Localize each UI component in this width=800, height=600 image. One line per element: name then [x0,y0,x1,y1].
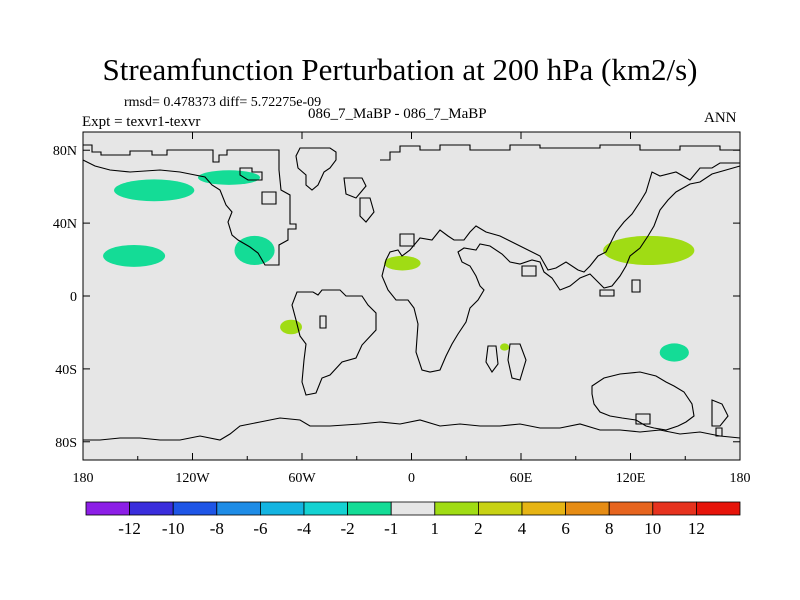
colorbar-swatch [608,501,654,516]
experiment-text: Expt = texvr1-texvr [82,114,201,130]
colorbar-label: -1 [384,519,398,538]
colorbar-swatch [129,501,174,516]
x-tick-label: 180 [73,471,94,486]
anomaly-region-0 [114,179,195,202]
colorbar-swatch [434,501,479,516]
colorbar-label: -10 [162,519,185,538]
y-tick-label: 0 [70,290,77,305]
anomaly-region-2 [103,244,166,267]
anomaly-region-7 [603,235,695,266]
plot-background [83,132,740,460]
colorbar-label: 10 [644,519,661,538]
colorbar-label: -6 [253,519,267,538]
colorbar-swatch [347,501,392,516]
x-tick-label: 180 [730,471,751,486]
y-tick-label: 40S [55,363,77,378]
chart-title: Streamfunction Perturbation at 200 hPa (… [102,52,698,87]
case-text: 086_7_MaBP - 086_7_MaBP [308,106,487,122]
colorbar-swatch [652,501,697,516]
x-axis: 180 120W 60W 0 60E 120E 180 [73,132,751,486]
colorbar-swatch [259,501,305,516]
colorbar-label: -8 [210,519,224,538]
colorbar-swatch [565,501,610,516]
coastlines [82,144,741,441]
colorbar-swatch [477,501,523,516]
colorbar-label: -2 [341,519,355,538]
x-tick-label: 120E [616,471,646,486]
x-tick-label: 60W [288,471,316,486]
x-tick-label: 60E [510,471,533,486]
colorbar-label: 1 [431,519,440,538]
colorbar-label: -12 [118,519,141,538]
anomaly-layer [103,170,695,362]
colorbar-swatch [172,501,218,516]
colorbar-label: 2 [474,519,483,538]
y-axis: 80N 40N 0 40S 80S [53,144,740,451]
colorbar-label: 8 [605,519,614,538]
anomaly-region-1 [197,170,261,185]
colorbar-label: -4 [297,519,312,538]
colorbar-label: 4 [518,519,527,538]
stats-text: rmsd= 0.478373 diff= 5.72275e-09 [124,95,322,110]
anomaly-region-5 [384,255,421,271]
colorbar: -12 -10 -8 -6 -4 -2 -1 1 2 4 6 8 10 12 [85,501,741,538]
colorbar-swatch [303,501,348,516]
colorbar-swatch [216,501,261,516]
colorbar-swatch [85,501,130,516]
colorbar-swatch [521,501,566,516]
y-tick-label: 80S [55,436,77,451]
colorbar-label: 12 [688,519,705,538]
colorbar-label: 6 [561,519,570,538]
anomaly-region-6 [500,343,510,351]
x-tick-label: 120W [175,471,210,486]
anomaly-region-8 [659,343,689,362]
colorbar-swatch [696,501,741,516]
season-label: ANN [704,110,737,126]
y-tick-label: 40N [53,217,77,232]
colorbar-swatch [390,501,436,516]
x-tick-label: 0 [408,471,415,486]
y-tick-label: 80N [53,144,77,159]
